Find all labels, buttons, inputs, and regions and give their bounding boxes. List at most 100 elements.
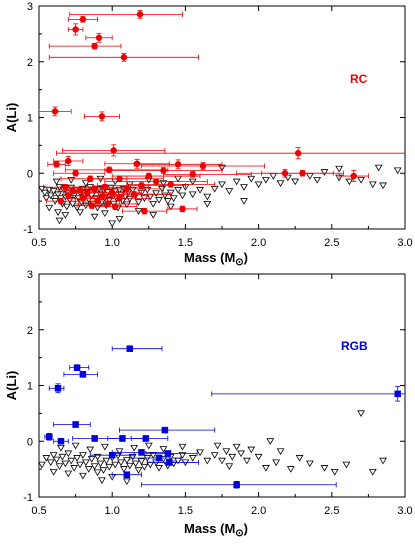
upper-limit-marker: [283, 174, 292, 182]
upper-limit-marker: [262, 465, 270, 472]
detection-point: [88, 202, 95, 209]
detection-point: [65, 157, 72, 165]
upper-limit-marker: [125, 462, 134, 470]
detection-point: [106, 166, 113, 174]
upper-limit-marker: [100, 443, 109, 451]
upper-limit-marker: [58, 453, 67, 461]
upper-limit-marker: [67, 176, 76, 184]
detection-point: [123, 471, 131, 478]
detection-point: [130, 191, 138, 198]
upper-limit-marker: [122, 201, 131, 209]
y-tick-label: 3: [27, 1, 33, 13]
upper-limit-marker: [93, 453, 102, 461]
upper-limit-marker: [225, 463, 234, 471]
upper-limit-marker: [111, 461, 120, 469]
upper-limit-marker: [203, 457, 212, 465]
detection-point: [110, 147, 117, 154]
upper-limit-marker: [55, 217, 64, 225]
detection-point: [294, 149, 302, 157]
x-axis-label: Mass (M⊙): [184, 250, 248, 268]
upper-limit-marker: [379, 457, 387, 465]
upper-limit-marker: [144, 442, 153, 450]
upper-limit-marker: [166, 203, 175, 211]
y-tick-label: -1: [23, 492, 33, 504]
upper-limit-marker: [266, 438, 275, 445]
upper-limit-marker: [291, 178, 300, 186]
detection-point: [116, 175, 123, 183]
detection-point: [138, 182, 145, 189]
x-axis-label-close: ): [244, 521, 248, 536]
upper-limit-marker: [146, 461, 155, 469]
upper-limit-marker: [155, 197, 163, 204]
upper-limit-marker: [262, 176, 270, 184]
upper-limit-marker: [163, 198, 172, 205]
solar-symbol: ⊙: [235, 257, 243, 268]
y-axis-label: A(Li): [4, 371, 19, 401]
detection-point: [86, 175, 94, 183]
upper-limit-marker: [122, 457, 131, 464]
x-tick-label: 0.5: [31, 237, 46, 249]
detection-point: [174, 161, 182, 168]
detection-point: [179, 205, 186, 213]
detection-point: [233, 481, 240, 488]
upper-limit-marker: [42, 455, 51, 462]
detection-point: [119, 435, 126, 442]
x-tick-label: 2.5: [324, 237, 339, 249]
detection-point: [104, 200, 112, 208]
detection-point: [145, 172, 153, 180]
x-tick-label: 1.5: [178, 505, 193, 517]
detection-point: [133, 160, 141, 168]
detection-point: [91, 42, 98, 50]
upper-limit-marker: [276, 180, 285, 187]
upper-limit-marker: [45, 204, 54, 212]
upper-limit-marker: [330, 468, 339, 476]
x-tick-label: 1.0: [105, 237, 120, 249]
upper-limit-marker: [368, 468, 377, 476]
detection-point: [126, 345, 134, 352]
upper-limit-marker: [90, 213, 99, 221]
detection-point: [394, 390, 401, 398]
upper-limit-marker: [342, 461, 351, 469]
upper-limit-marker: [210, 185, 219, 193]
upper-limit-marker: [40, 189, 49, 197]
upper-limit-marker: [237, 450, 245, 458]
detection-point: [51, 108, 59, 115]
upper-limit-marker: [276, 448, 285, 455]
detection-point: [91, 185, 98, 193]
y-tick-label: 0: [27, 436, 33, 448]
y-tick-label: 2: [27, 325, 33, 337]
detection-point: [138, 449, 145, 456]
x-axis-label-text: Mass (M: [184, 521, 235, 536]
upper-limit-marker: [178, 452, 187, 459]
upper-limit-marker: [130, 444, 139, 452]
upper-limit-marker: [115, 448, 124, 455]
detection-point: [152, 178, 160, 185]
y-tick-label: -1: [23, 224, 33, 236]
upper-limit-marker: [218, 457, 226, 465]
y-tick-label: 0: [27, 168, 33, 180]
upper-limit-marker: [305, 173, 314, 180]
upper-limit-marker: [210, 452, 219, 459]
y-tick-label: 3: [27, 269, 33, 281]
upper-limit-marker: [102, 457, 111, 465]
upper-limit-marker: [79, 452, 87, 459]
upper-limit-marker: [71, 442, 80, 450]
upper-limit-marker: [188, 191, 197, 199]
detection-point: [73, 364, 81, 371]
upper-limit-marker: [55, 463, 64, 471]
upper-limit-marker: [54, 209, 62, 216]
upper-limit-marker: [393, 167, 402, 175]
detection-point: [111, 203, 119, 210]
upper-limit-marker: [196, 449, 204, 457]
detection-point: [167, 181, 175, 188]
upper-limit-marker: [84, 466, 93, 473]
upper-limit-marker: [295, 455, 304, 462]
y-tick-label: 1: [27, 381, 33, 393]
detection-point: [199, 162, 207, 170]
upper-limit-marker: [134, 467, 143, 474]
upper-limit-marker: [242, 457, 251, 465]
upper-limit-marker: [39, 461, 46, 469]
upper-limit-marker: [313, 176, 322, 184]
x-axis-label-close: ): [244, 250, 248, 265]
